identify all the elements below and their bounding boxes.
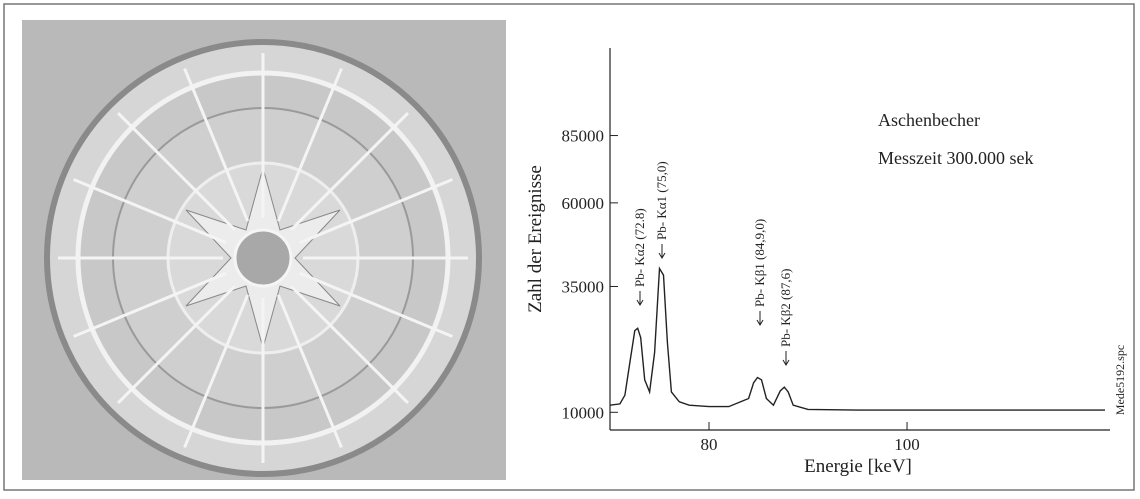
y-axis-label: Zahl der Ereignisse [525, 165, 546, 313]
annotation: Mede5192.spc [1113, 345, 1127, 415]
facet [73, 178, 227, 245]
y-tick-label: 10000 [562, 403, 605, 422]
facet [290, 285, 410, 405]
peak-arrow [756, 311, 764, 326]
peak-arrow [658, 244, 666, 259]
facet [276, 294, 343, 448]
photo [22, 20, 506, 480]
facet [116, 285, 236, 405]
facet [183, 68, 250, 222]
peak-arrow [782, 351, 790, 366]
facet [73, 271, 227, 338]
facet [299, 271, 453, 338]
annotation: Messzeit 300.000 sek [878, 148, 1033, 168]
facet [116, 111, 236, 231]
peak-label: Pb- Kα2 (72.8) [632, 208, 647, 287]
facet [183, 294, 250, 448]
peak-arrow [636, 291, 644, 306]
facet [290, 111, 410, 231]
y-tick-label: 60000 [562, 194, 605, 213]
y-tick-label: 35000 [562, 277, 605, 296]
x-axis-label: Energie [keV] [804, 456, 912, 477]
spectrum-line [609, 266, 1105, 411]
y-tick-label: 85000 [562, 127, 605, 146]
facet [276, 68, 343, 222]
facet [299, 178, 453, 245]
peak-label: Pb- Kβ2 (87,6) [778, 269, 793, 347]
x-tick-label: 80 [701, 435, 718, 454]
annotation: Aschenbecher [878, 110, 980, 130]
peak-label: Pb- Kα1 (75,0) [654, 161, 669, 240]
x-tick-label: 100 [894, 435, 920, 454]
peak-label: Pb- Kβ1 (84,9,0) [752, 219, 767, 307]
plot: Energie [keV] Zahl der Ereignisse Aschen… [525, 48, 1127, 477]
